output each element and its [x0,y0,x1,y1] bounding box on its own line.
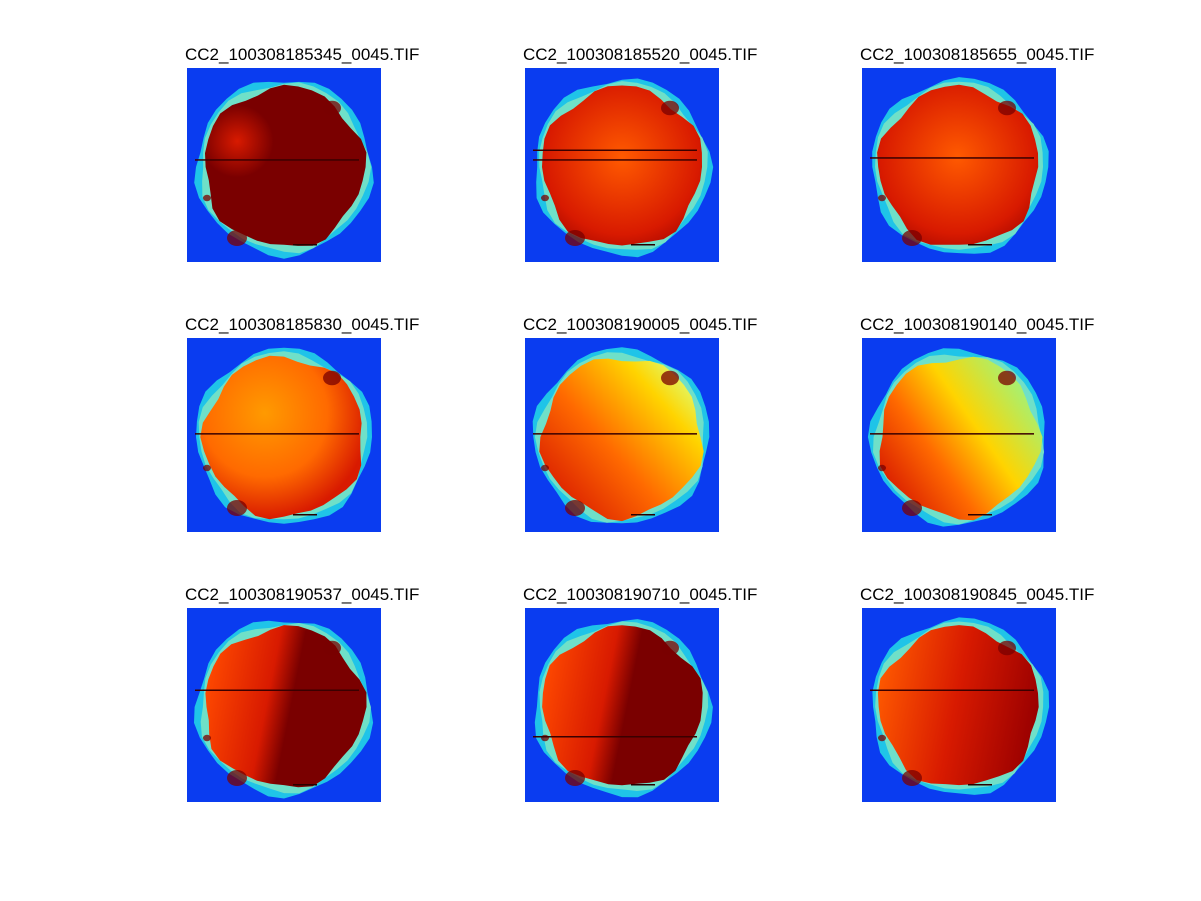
defect-spot [661,370,679,386]
defect-spot [998,100,1016,116]
panel-title: CC2_100308185520_0045.TIF [523,45,758,64]
defect-spot [878,464,886,472]
wafer-body [205,625,367,788]
false-color-wafer-image [862,608,1056,802]
false-color-wafer-image [862,338,1056,532]
defect-spot [998,370,1016,386]
false-color-wafer-image [525,68,719,262]
scan-artifact-line [631,784,655,786]
wafer-body [877,625,1039,786]
defect-spot [203,464,211,472]
wafer-body [877,84,1039,245]
scan-artifact-line [968,784,992,786]
scan-artifact-line [195,433,359,435]
heatmap-image [525,68,719,262]
defect-spot [203,734,211,742]
panel-title: CC2_100308190005_0045.TIF [523,315,758,334]
defect-spot [998,640,1016,656]
defect-spot [661,100,679,116]
panel-title: CC2_100308190537_0045.TIF [185,585,420,604]
false-color-wafer-image [187,608,381,802]
false-color-wafer-image [862,68,1056,262]
image-panel: CC2_100308190140_0045.TIF [860,314,1120,534]
heatmap-image [525,608,719,802]
false-color-wafer-image [525,608,719,802]
defect-spot [902,230,922,246]
scan-artifact-line [870,157,1034,159]
scan-artifact-line [968,514,992,516]
scan-artifact-line [195,159,359,161]
panel-title: CC2_100308190710_0045.TIF [523,585,758,604]
heatmap-image [525,338,719,532]
heatmap-image [187,68,381,262]
wafer-body [205,84,367,246]
panel-title: CC2_100308185830_0045.TIF [185,315,420,334]
heatmap-image [862,68,1056,262]
panel-title: CC2_100308190845_0045.TIF [860,585,1095,604]
image-panel: CC2_100308185520_0045.TIF [523,44,783,264]
wafer-body [200,355,362,520]
scan-artifact-line [631,514,655,516]
defect-spot [661,640,679,656]
scan-artifact-line [533,159,697,161]
false-color-wafer-image [525,338,719,532]
scan-artifact-line [533,736,697,738]
wafer-body [539,358,704,522]
heatmap-image [862,338,1056,532]
image-panel: CC2_100308190710_0045.TIF [523,584,783,804]
scan-artifact-line [533,433,697,435]
defect-spot [323,640,341,656]
defect-spot [565,230,585,246]
wafer-body [542,625,703,786]
defect-spot [878,194,886,202]
image-panel: CC2_100308190845_0045.TIF [860,584,1120,804]
scan-artifact-line [293,514,317,516]
image-panel: CC2_100308190005_0045.TIF [523,314,783,534]
defect-spot [227,770,247,786]
scan-artifact-line [533,149,697,151]
image-panel: CC2_100308185830_0045.TIF [185,314,445,534]
heatmap-image [862,608,1056,802]
false-color-wafer-image [187,338,381,532]
defect-spot [541,734,549,742]
defect-spot [541,464,549,472]
heatmap-image [187,338,381,532]
defect-spot [541,194,549,202]
defect-spot [878,734,886,742]
scan-artifact-line [870,433,1034,435]
defect-spot [565,500,585,516]
defect-spot [323,100,341,116]
panel-title: CC2_100308185345_0045.TIF [185,45,420,64]
defect-spot [227,500,247,516]
defect-spot [203,194,211,202]
scan-artifact-line [293,244,317,246]
image-panel: CC2_100308185345_0045.TIF [185,44,445,264]
defect-spot [902,770,922,786]
defect-spot [902,500,922,516]
defect-spot [227,230,247,246]
defect-spot [323,370,341,386]
image-panel: CC2_100308185655_0045.TIF [860,44,1120,264]
wafer-body [879,356,1043,521]
heatmap-image [187,608,381,802]
false-color-wafer-image [187,68,381,262]
scan-artifact-line [968,244,992,246]
panel-title: CC2_100308190140_0045.TIF [860,315,1095,334]
scan-artifact-line [631,244,655,246]
defect-spot [565,770,585,786]
scan-artifact-line [870,689,1034,691]
scan-artifact-line [195,689,359,691]
panel-title: CC2_100308185655_0045.TIF [860,45,1095,64]
wafer-body [542,85,702,246]
image-panel: CC2_100308190537_0045.TIF [185,584,445,804]
scan-artifact-line [293,784,317,786]
